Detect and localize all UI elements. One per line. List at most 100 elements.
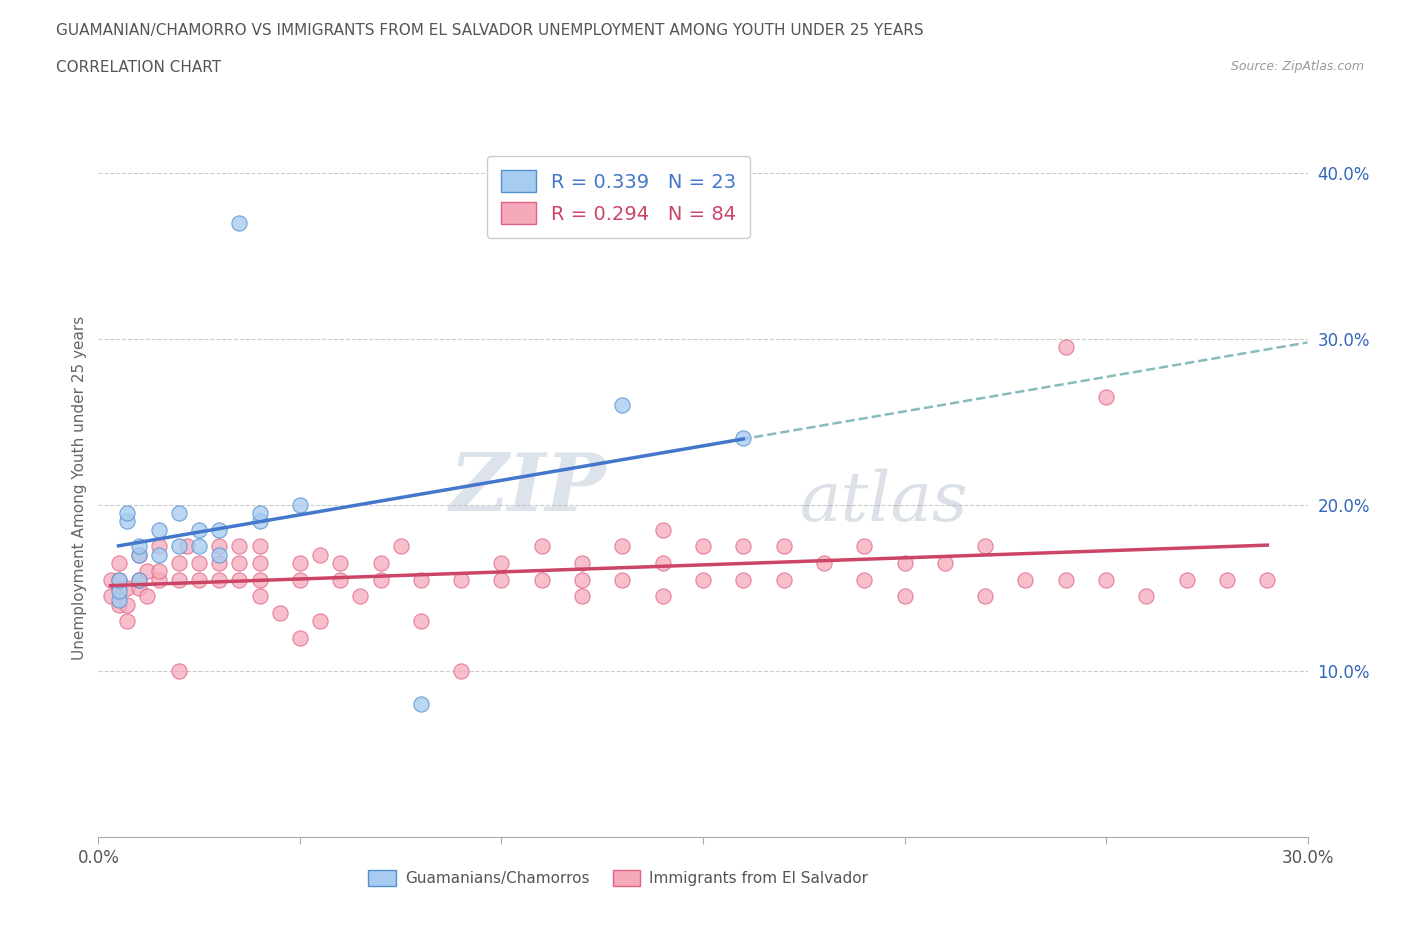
Point <box>571 555 593 570</box>
Point <box>571 589 593 604</box>
Text: atlas: atlas <box>800 469 969 536</box>
Point <box>188 555 211 570</box>
Point <box>288 631 311 645</box>
Point <box>853 572 876 587</box>
Point <box>409 614 432 629</box>
Point <box>208 572 231 587</box>
Point <box>188 572 211 587</box>
Point <box>249 539 271 554</box>
Point <box>100 589 122 604</box>
Point <box>167 539 190 554</box>
Point <box>107 572 129 587</box>
Point <box>228 555 250 570</box>
Point <box>107 572 129 587</box>
Point <box>450 663 472 678</box>
Point <box>208 539 231 554</box>
Point <box>1175 572 1198 587</box>
Point <box>1054 339 1077 354</box>
Point <box>491 555 513 570</box>
Text: ZIP: ZIP <box>450 449 606 527</box>
Point <box>329 572 352 587</box>
Point <box>148 539 170 554</box>
Text: CORRELATION CHART: CORRELATION CHART <box>56 60 221 75</box>
Point <box>612 398 634 413</box>
Point <box>530 572 553 587</box>
Point <box>329 555 352 570</box>
Point <box>813 555 835 570</box>
Point <box>176 539 198 554</box>
Point <box>115 614 138 629</box>
Point <box>249 555 271 570</box>
Point <box>208 523 231 538</box>
Point <box>389 539 412 554</box>
Point <box>167 663 190 678</box>
Point <box>115 580 138 595</box>
Point <box>107 580 129 595</box>
Point <box>100 572 122 587</box>
Point <box>974 589 997 604</box>
Point <box>651 589 673 604</box>
Legend: Guamanians/Chamorros, Immigrants from El Salvador: Guamanians/Chamorros, Immigrants from El… <box>363 864 875 892</box>
Point <box>269 605 291 620</box>
Text: Source: ZipAtlas.com: Source: ZipAtlas.com <box>1230 60 1364 73</box>
Point <box>249 514 271 529</box>
Point <box>128 580 150 595</box>
Point <box>1095 572 1118 587</box>
Point <box>450 572 472 587</box>
Point <box>128 572 150 587</box>
Point <box>733 539 755 554</box>
Point <box>115 506 138 521</box>
Point <box>349 589 371 604</box>
Point <box>249 589 271 604</box>
Point <box>409 572 432 587</box>
Point <box>107 592 129 607</box>
Point <box>148 572 170 587</box>
Point <box>188 539 211 554</box>
Point <box>188 523 211 538</box>
Point <box>148 564 170 578</box>
Point <box>148 547 170 562</box>
Point <box>530 539 553 554</box>
Point <box>1014 572 1036 587</box>
Point <box>309 547 332 562</box>
Point <box>692 572 714 587</box>
Point <box>167 506 190 521</box>
Point <box>107 555 129 570</box>
Point <box>228 572 250 587</box>
Point <box>167 572 190 587</box>
Point <box>135 589 157 604</box>
Point <box>370 555 392 570</box>
Point <box>893 555 915 570</box>
Point <box>128 547 150 562</box>
Point <box>1216 572 1239 587</box>
Point <box>128 572 150 587</box>
Point <box>107 584 129 599</box>
Point <box>135 564 157 578</box>
Point <box>288 555 311 570</box>
Point <box>249 506 271 521</box>
Point <box>733 572 755 587</box>
Point <box>1135 589 1157 604</box>
Point <box>1054 572 1077 587</box>
Point <box>1095 390 1118 405</box>
Point <box>370 572 392 587</box>
Point <box>571 572 593 587</box>
Point <box>128 547 150 562</box>
Point <box>612 539 634 554</box>
Point <box>115 597 138 612</box>
Point <box>651 523 673 538</box>
Point <box>107 597 129 612</box>
Point <box>228 539 250 554</box>
Point <box>491 572 513 587</box>
Point <box>208 555 231 570</box>
Point <box>1256 572 1278 587</box>
Point <box>974 539 997 554</box>
Point <box>148 523 170 538</box>
Point <box>612 572 634 587</box>
Text: GUAMANIAN/CHAMORRO VS IMMIGRANTS FROM EL SALVADOR UNEMPLOYMENT AMONG YOUTH UNDER: GUAMANIAN/CHAMORRO VS IMMIGRANTS FROM EL… <box>56 23 924 38</box>
Point <box>115 514 138 529</box>
Point <box>772 572 794 587</box>
Point <box>853 539 876 554</box>
Point <box>288 498 311 512</box>
Point <box>249 572 271 587</box>
